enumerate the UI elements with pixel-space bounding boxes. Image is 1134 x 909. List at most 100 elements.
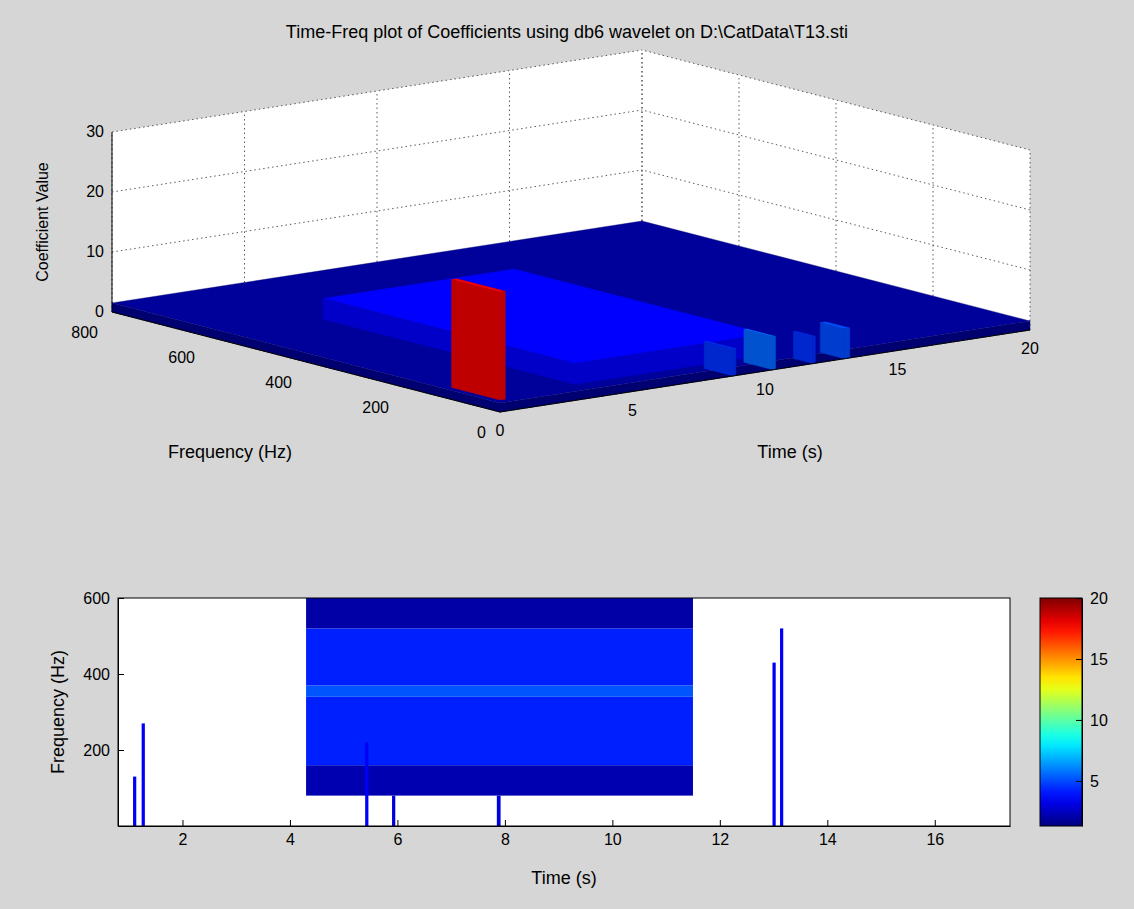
x-tick-label: 16 [926,831,944,848]
surface-side [793,332,812,364]
z-axis-title: Coefficient Value [34,162,51,282]
tick-mark [397,820,398,826]
tick: 4 [286,820,295,848]
cell [365,742,368,826]
tick: 2 [179,820,188,848]
surface-top [452,279,506,292]
z-tick-label: 20 [86,183,104,200]
y-axis-title: Frequency (Hz) [168,442,292,462]
grid-line [509,71,510,251]
y-tick-label: 0 [477,424,486,441]
x-axis-title: Time (s) [757,442,822,462]
cell [306,685,693,696]
x-axis-line [500,330,1030,412]
tick-mark [1076,598,1082,599]
cell [392,796,395,826]
tick: 15 [1076,651,1108,668]
grid-line [244,112,245,292]
tick: 5 [1076,773,1099,790]
chart-root: 0510152002004006008000102030Coefficient … [0,0,1134,909]
colorbar-fill [1040,598,1082,826]
colorbar-tick-label: 5 [1090,773,1099,790]
colorbar: 5 10 15 20 [1040,590,1108,827]
tick: 10 [604,820,622,848]
tick: 20 [1076,590,1108,607]
grid-line [642,110,1030,210]
tick: 14 [819,820,837,848]
grid-line [112,132,113,312]
tick: 400 [83,666,124,683]
x-tick-label: 5 [628,402,637,419]
tick-mark [827,820,828,826]
grid-line [642,50,643,230]
surface-top [820,322,850,329]
surface-side [813,336,816,363]
cell [142,723,145,826]
cell [306,598,693,628]
plot-background [118,598,1010,826]
grid-line [933,125,934,305]
x-tick-label: 10 [756,381,774,398]
axis-line [119,826,1011,827]
grid-line [739,75,740,255]
colorbar-tick-label: 10 [1090,712,1108,729]
colorbar-axis: 5 10 15 20 [1076,590,1108,827]
tick-mark [612,820,613,826]
tick-mark [118,674,124,675]
cells [133,598,783,826]
y-tick-label: 200 [362,399,389,416]
cell [306,697,693,765]
x-tick-label: 6 [393,831,402,848]
tick-mark [118,750,124,751]
x-tick-label: 0 [496,422,505,439]
heatmap-plot: 246810121416200400600Time (s)Frequency (… [48,590,1011,888]
x-tick-label: 15 [889,361,907,378]
grid [112,50,1030,412]
figure: 0510152002004006008000102030Coefficient … [0,0,1134,909]
x-tick-label: 4 [286,831,295,848]
surface-top [323,269,766,364]
cell [772,663,775,826]
surface-top [704,341,736,349]
y-tick-label: 400 [265,374,292,391]
x-tick-label: 10 [604,831,622,848]
tick: 8 [501,820,510,848]
chart-title: Time-Freq plot of Coefficients using db6… [286,22,848,42]
colorbar-tick-label: 20 [1090,590,1108,607]
x-axis: 2 4 6 8 10 12 14 16 [119,820,1011,848]
surface-plot: 0510152002004006008000102030Coefficient … [34,50,1039,462]
surface [112,221,1030,412]
tick-mark [118,598,124,599]
tick-labels: 0510152002004006008000102030 [71,123,1039,441]
grid-line [642,50,643,230]
tick-mark [182,820,183,826]
tick: 16 [926,820,944,848]
cell [780,628,783,826]
tick-mark [720,820,721,826]
x-tick-label: 14 [819,831,837,848]
z-tick-label: 10 [86,243,104,260]
tick-mark [1076,659,1082,660]
y-tick-label: 200 [83,742,110,759]
tick: 10 [1076,712,1108,729]
surface-side [452,279,501,400]
y-tick-label: 400 [83,666,110,683]
surface-top [112,221,1030,403]
tick: 6 [393,820,402,848]
x-tick-label: 2 [179,831,188,848]
x-tick-label: 12 [711,831,729,848]
tick: 200 [83,742,124,759]
z-tick-label: 30 [86,123,104,140]
y-tick-label: 800 [71,324,98,341]
grid-line [1030,150,1031,330]
cell [133,777,136,826]
tick-mark [935,820,936,826]
y-axis-title: Frequency (Hz) [48,650,68,774]
plot-frame [118,598,1010,826]
x-tick-label: 20 [1021,340,1039,357]
surface-side [733,349,736,376]
z-tick-label: 0 [95,303,104,320]
colorbar-tick-label: 15 [1090,651,1108,668]
x-tick-label: 8 [501,831,510,848]
tick: 12 [711,820,729,848]
